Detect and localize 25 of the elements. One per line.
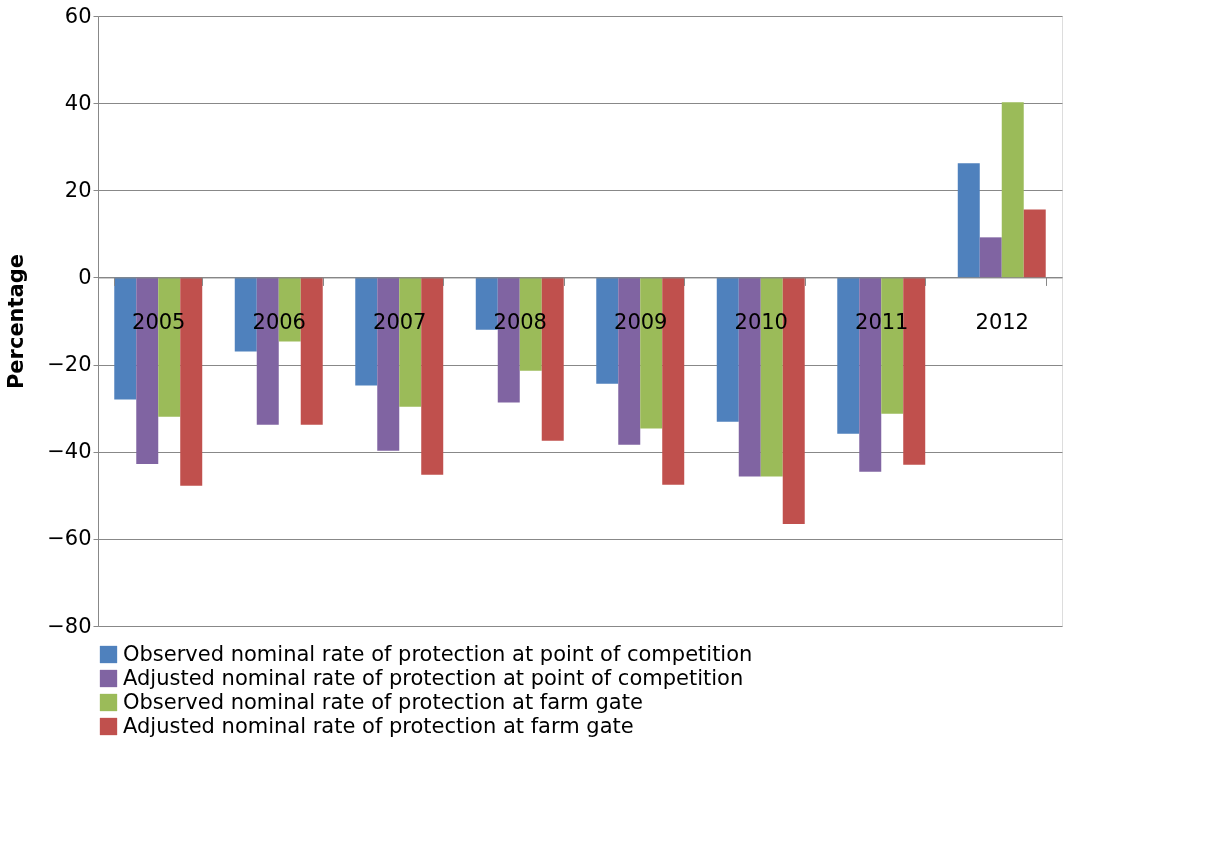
bar — [979, 237, 1002, 278]
x-tick-label: 2009 — [614, 309, 668, 334]
y-tick-label: 40 — [64, 90, 92, 115]
y-tick-label: −80 — [47, 613, 92, 638]
legend-label: Observed nominal rate of protection at farm gate — [123, 689, 643, 714]
x-tick-label: 2006 — [252, 309, 306, 334]
x-tick-label: 2005 — [132, 309, 186, 334]
x-tick-label: 2010 — [734, 309, 788, 334]
y-tick-label: −40 — [47, 439, 92, 464]
bar — [957, 163, 980, 278]
legend-label: Adjusted nominal rate of protection at farm gate — [123, 713, 634, 738]
x-tick-label: 2008 — [493, 309, 547, 334]
bar — [1001, 102, 1024, 278]
legend-label: Observed nominal rate of protection at point of competition — [123, 641, 753, 666]
x-tick-label: 2011 — [855, 309, 909, 334]
y-tick-label: 0 — [78, 264, 92, 289]
bar — [1023, 209, 1046, 278]
y-axis-title: Percentage — [4, 253, 29, 390]
y-tick-label: 20 — [64, 177, 92, 202]
y-tick-label: −60 — [47, 526, 92, 551]
y-tick-label: −20 — [47, 352, 92, 377]
x-tick-label: 2007 — [373, 309, 427, 334]
y-tick-label: 60 — [64, 3, 92, 28]
legend-label: Adjusted nominal rate of protection at point of competition — [123, 665, 744, 690]
x-tick-label: 2012 — [975, 309, 1029, 334]
